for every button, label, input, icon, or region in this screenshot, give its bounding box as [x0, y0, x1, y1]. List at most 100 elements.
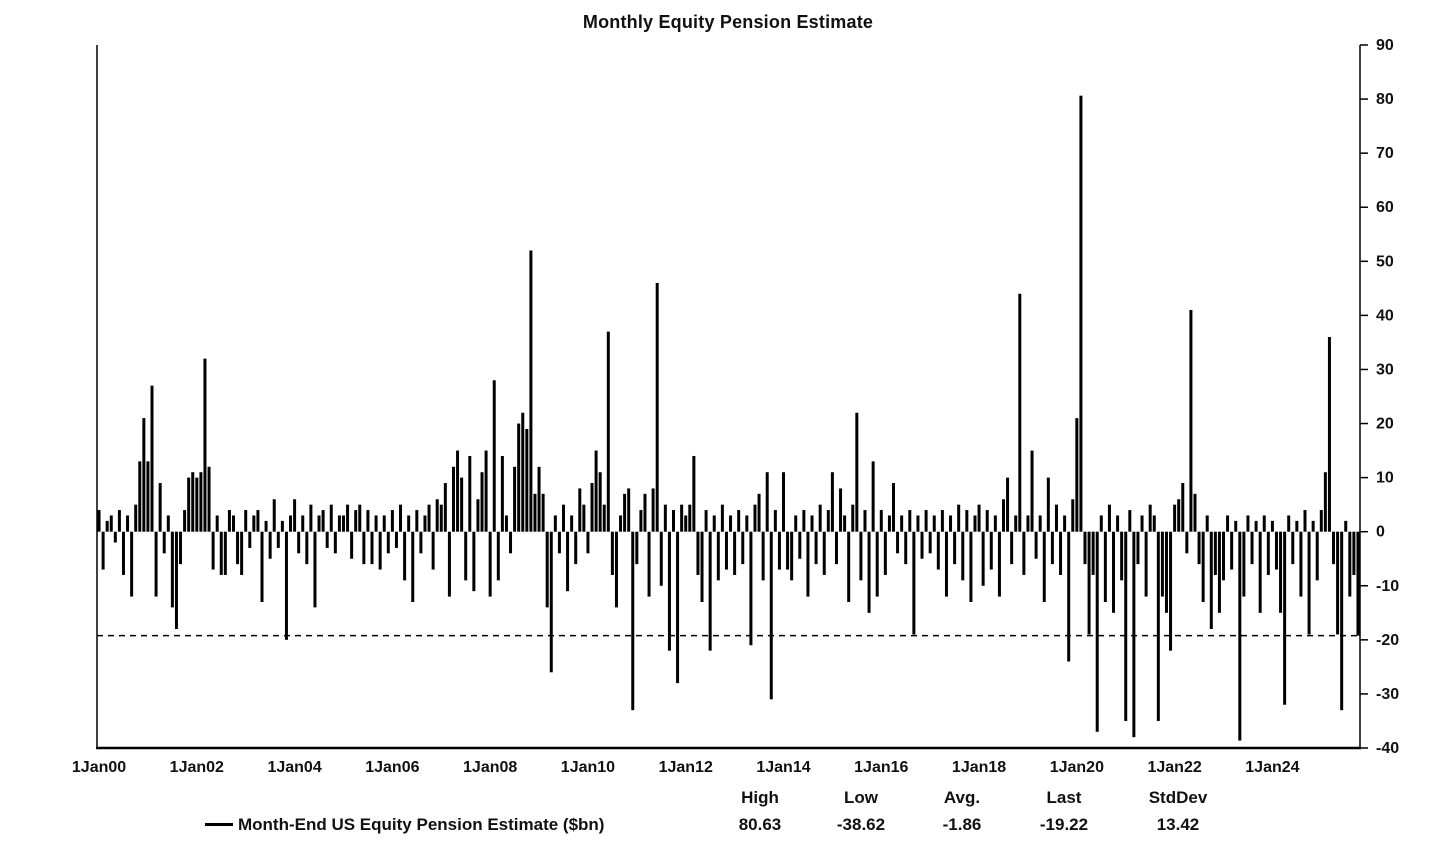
bar: [912, 531, 916, 635]
x-axis-label: 1Jan02: [170, 759, 224, 776]
bar: [268, 531, 272, 559]
stat-stddev-label: StdDev: [1148, 788, 1208, 807]
bar: [399, 504, 403, 532]
bar: [187, 477, 191, 532]
bar: [863, 510, 867, 532]
bar: [191, 472, 195, 532]
bar: [708, 531, 712, 651]
x-axis-label: 1Jan10: [561, 759, 615, 776]
bar: [798, 531, 802, 559]
bar: [533, 493, 537, 532]
bar: [411, 531, 415, 602]
bar: [244, 510, 248, 532]
bar: [1067, 531, 1071, 662]
bar: [1164, 531, 1168, 613]
bar: [1148, 504, 1152, 532]
bar: [818, 504, 822, 532]
y-axis-label: 80: [1376, 91, 1394, 108]
bar: [130, 531, 134, 597]
y-axis-label: -10: [1376, 578, 1399, 595]
bar: [867, 531, 871, 613]
bar: [1103, 531, 1107, 602]
bar: [154, 531, 158, 597]
bar: [203, 358, 207, 532]
bar: [109, 515, 113, 532]
bar: [549, 531, 553, 673]
bar: [113, 531, 117, 543]
bar: [1307, 531, 1311, 635]
bar: [586, 531, 590, 554]
bar: [358, 504, 362, 532]
bar: [240, 531, 244, 575]
bar: [460, 477, 464, 532]
bar: [1022, 531, 1026, 575]
bar: [309, 504, 313, 532]
bar: [859, 531, 863, 581]
bar: [700, 531, 704, 602]
bar: [965, 510, 969, 532]
stat-last: Last -19.22: [1008, 788, 1120, 835]
bar: [545, 531, 549, 608]
bar: [598, 472, 602, 532]
legend: Month-End US Equity Pension Estimate ($b…: [205, 815, 604, 835]
bar: [1002, 499, 1006, 532]
bar: [150, 385, 154, 532]
bar: [1010, 531, 1014, 565]
bar: [264, 520, 268, 532]
bar: [1173, 504, 1177, 532]
bar: [227, 510, 231, 532]
bar: [1344, 520, 1348, 532]
bar: [1185, 531, 1189, 554]
bar: [1177, 499, 1181, 532]
bar: [716, 531, 720, 581]
bar: [680, 504, 684, 532]
x-axis-label: 1Jan08: [463, 759, 517, 776]
bar: [146, 461, 150, 532]
bar: [1018, 293, 1022, 532]
bar: [484, 450, 488, 532]
bar: [1230, 531, 1234, 570]
bar: [1152, 515, 1156, 532]
bar: [623, 493, 627, 532]
bar: [1266, 531, 1270, 575]
bar: [1283, 531, 1287, 705]
bar: [737, 510, 741, 532]
bar: [1303, 510, 1307, 532]
bar: [1189, 309, 1193, 532]
bar: [1270, 520, 1274, 532]
bar: [431, 531, 435, 570]
x-axis-label: 1Jan06: [365, 759, 419, 776]
bar: [855, 412, 859, 532]
y-axis-label: 10: [1376, 470, 1394, 487]
bar: [496, 531, 500, 581]
bar: [1262, 515, 1266, 532]
bar: [928, 531, 932, 554]
bar: [215, 515, 219, 532]
bar: [761, 531, 765, 581]
stat-avg-value: -1.86: [942, 815, 982, 834]
y-axis-label: 20: [1376, 416, 1394, 433]
bar: [183, 510, 187, 532]
bar: [179, 531, 183, 565]
stat-low: Low -38.62: [805, 788, 917, 835]
bar: [1250, 531, 1254, 565]
bar: [293, 499, 297, 532]
bar: [1071, 499, 1075, 532]
bar: [790, 531, 794, 581]
bar: [773, 510, 777, 532]
bar: [456, 450, 460, 532]
bar: [529, 250, 533, 532]
bar: [949, 515, 953, 532]
bar: [614, 531, 618, 608]
bar: [610, 531, 614, 575]
bar: [692, 455, 696, 532]
bar: [1356, 531, 1360, 636]
x-axis-label: 1Jan00: [72, 759, 126, 776]
bar: [871, 461, 875, 532]
bar: [875, 531, 879, 597]
bar: [117, 510, 121, 532]
bar: [415, 510, 419, 532]
y-axis-label: 40: [1376, 307, 1394, 324]
bar: [394, 531, 398, 548]
bar: [814, 531, 818, 565]
